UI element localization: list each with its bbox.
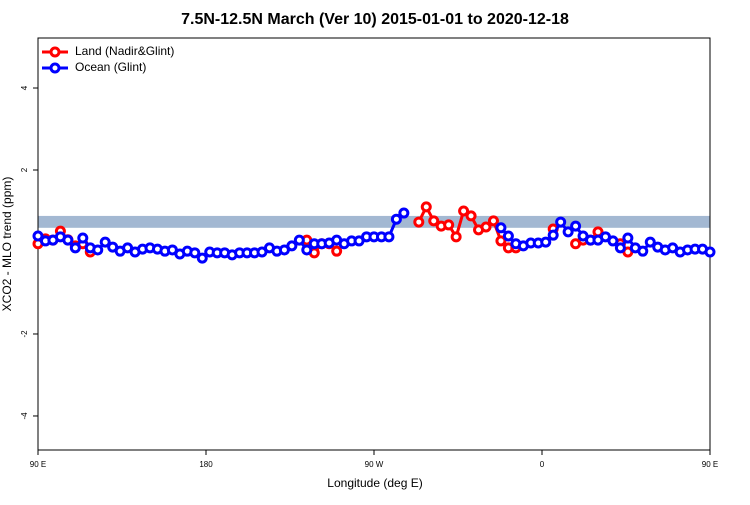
data-point — [570, 220, 582, 232]
data-point — [92, 244, 104, 256]
x-tick-label: 0 — [540, 460, 545, 469]
data-point — [196, 252, 208, 264]
x-tick-label: 90 W — [365, 460, 384, 469]
data-point — [704, 246, 716, 258]
data-point — [502, 230, 514, 242]
data-point — [398, 207, 410, 219]
data-point — [301, 244, 313, 256]
data-point — [331, 245, 343, 257]
data-point — [293, 234, 305, 246]
data-point — [383, 231, 395, 243]
legend-marker — [49, 62, 61, 74]
data-point — [390, 213, 402, 225]
y-tick-label: -4 — [20, 412, 29, 420]
y-tick-label: 4 — [20, 85, 29, 90]
data-point — [487, 215, 499, 227]
data-point — [562, 226, 574, 238]
data-point — [99, 236, 111, 248]
reference-band — [38, 215, 710, 228]
data-point — [637, 245, 649, 257]
data-point — [32, 230, 44, 242]
data-point — [458, 205, 470, 217]
x-tick-label: 180 — [199, 460, 213, 469]
data-point — [420, 201, 432, 213]
legend-marker — [49, 46, 61, 58]
data-point — [555, 216, 567, 228]
x-tick-label: 90 E — [702, 460, 718, 469]
x-tick-label: 90 E — [30, 460, 46, 469]
data-point — [480, 221, 492, 233]
data-point — [77, 232, 89, 244]
data-point — [540, 236, 552, 248]
data-point — [495, 222, 507, 234]
data-point — [428, 215, 440, 227]
data-point — [443, 219, 455, 231]
data-point — [413, 216, 425, 228]
chart-title: 7.5N-12.5N March (Ver 10) 2015-01-01 to … — [181, 11, 569, 28]
data-point — [69, 242, 81, 254]
data-point — [614, 242, 626, 254]
data-point — [465, 210, 477, 222]
legend-label: Land (Nadir&Glint) — [75, 44, 174, 58]
data-point — [495, 235, 507, 247]
legend-label: Ocean (Glint) — [75, 60, 146, 74]
data-point — [547, 229, 559, 241]
y-tick-label: -2 — [20, 330, 29, 338]
data-point — [62, 234, 74, 246]
data-point — [189, 247, 201, 259]
data-point — [286, 240, 298, 252]
data-point — [450, 231, 462, 243]
x-axis-label: Longitude (deg E) — [327, 476, 422, 490]
data-point — [607, 235, 619, 247]
data-point — [644, 236, 656, 248]
y-tick-label: 2 — [20, 167, 29, 172]
y-axis-label: XCO2 - MLO trend (ppm) — [0, 177, 14, 312]
data-point — [622, 232, 634, 244]
